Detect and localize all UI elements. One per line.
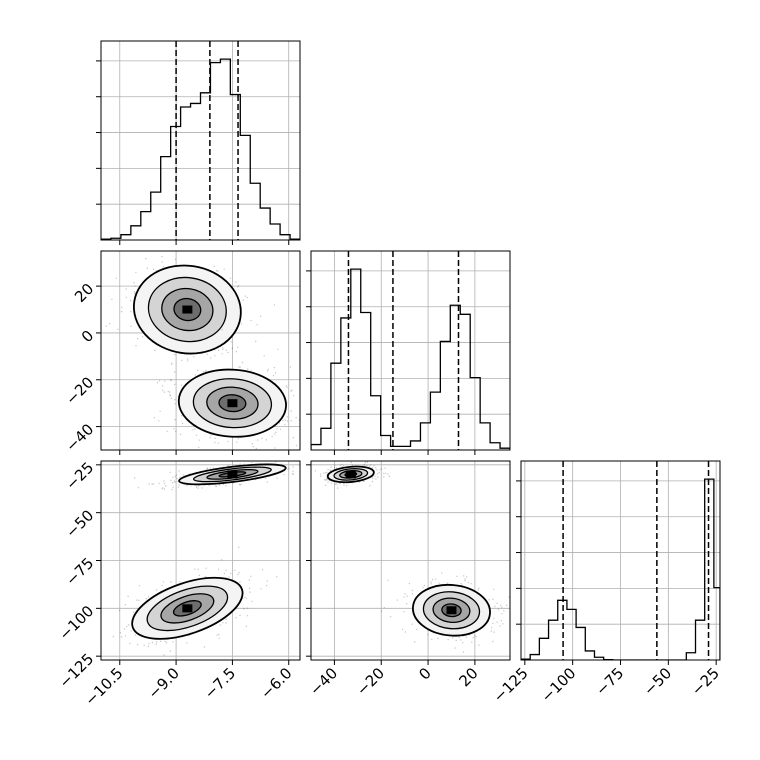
x-tick-label: −9.0 bbox=[144, 664, 182, 702]
y-tick-label: −125 bbox=[56, 650, 98, 692]
density-peak bbox=[446, 606, 457, 615]
x-tick-label: −75 bbox=[592, 664, 627, 699]
x-tick-label: −125 bbox=[490, 664, 532, 706]
y-tick-label: 0 bbox=[78, 327, 97, 346]
histogram-panel-2 bbox=[516, 460, 721, 661]
histogram-panel-1 bbox=[306, 250, 511, 451]
x-tick-label: −40 bbox=[306, 664, 341, 699]
density-panel-0-2 bbox=[100, 460, 301, 661]
x-tick-label: −7.5 bbox=[201, 664, 239, 702]
y-tick-label: −25 bbox=[62, 458, 97, 493]
x-tick-label: 20 bbox=[455, 664, 481, 690]
x-tick-label: −25 bbox=[688, 664, 723, 699]
histogram-steps bbox=[101, 58, 300, 240]
density-peak bbox=[182, 305, 193, 314]
panel-frame bbox=[100, 40, 301, 241]
x-tick-label: 0 bbox=[415, 664, 434, 683]
histogram-steps bbox=[311, 268, 510, 450]
y-tick-label: −100 bbox=[56, 602, 98, 644]
panel-frame bbox=[310, 250, 511, 451]
x-tick-label: −50 bbox=[640, 664, 675, 699]
y-tick-label: −50 bbox=[62, 506, 97, 541]
y-tick-label: 20 bbox=[71, 280, 97, 306]
density-peak bbox=[345, 470, 356, 479]
density-panel-0-1 bbox=[100, 250, 301, 451]
x-tick-label: −6.0 bbox=[257, 664, 295, 702]
y-tick-label: −40 bbox=[62, 420, 97, 455]
y-tick-label: −20 bbox=[62, 373, 97, 408]
density-peak bbox=[227, 470, 238, 479]
histogram-panel-0 bbox=[96, 40, 301, 241]
density-peak bbox=[182, 604, 193, 613]
x-tick-label: −100 bbox=[538, 664, 580, 706]
x-tick-label: −20 bbox=[353, 664, 388, 699]
y-tick-label: −75 bbox=[62, 554, 97, 589]
panel-frame bbox=[100, 250, 301, 451]
density-panel-1-2 bbox=[310, 460, 511, 661]
density-peak bbox=[227, 399, 238, 408]
